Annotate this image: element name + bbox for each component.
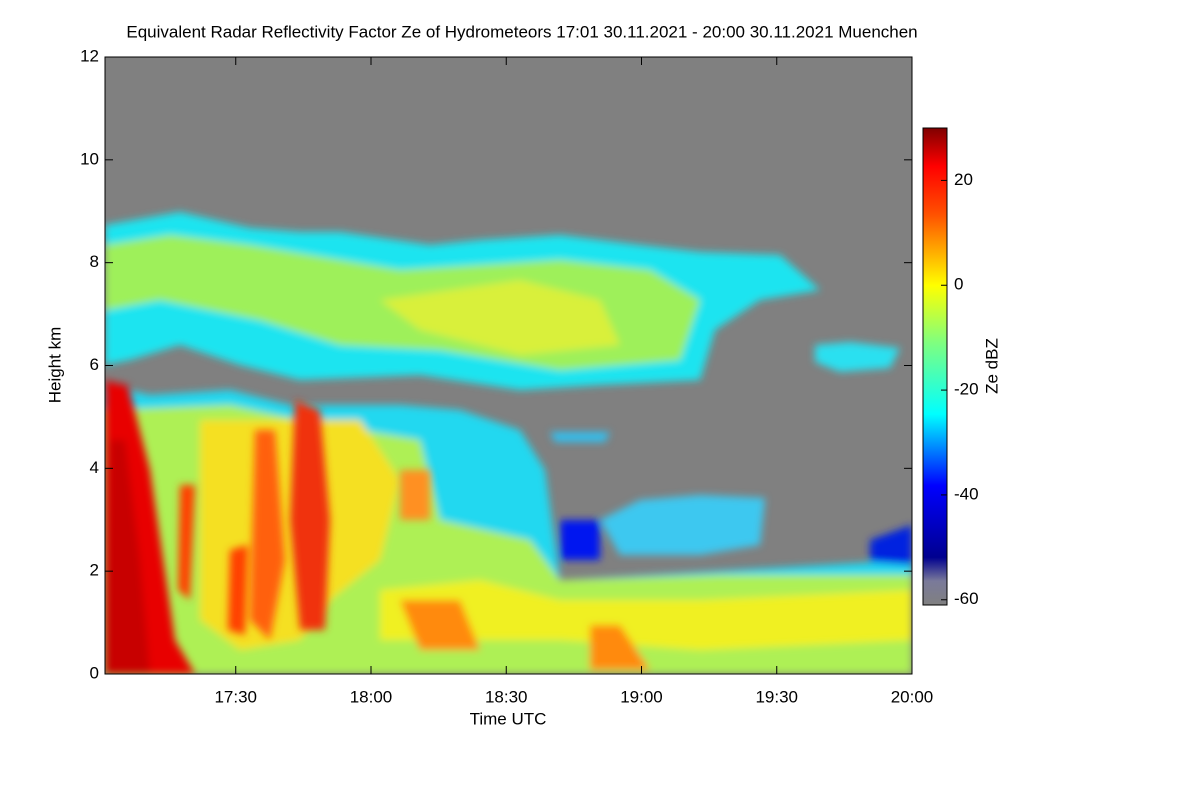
y-tick-label: 4 bbox=[90, 458, 99, 477]
colorbar-tick-label: -60 bbox=[954, 589, 979, 608]
x-axis-label: Time UTC bbox=[470, 709, 547, 728]
colorbar bbox=[922, 127, 948, 606]
chart-title: Equivalent Radar Reflectivity Factor Ze … bbox=[126, 22, 917, 41]
x-tick-label: 19:30 bbox=[755, 687, 798, 706]
x-tick-label: 17:30 bbox=[214, 687, 257, 706]
x-tick-label: 19:00 bbox=[620, 687, 663, 706]
y-tick-label: 12 bbox=[80, 46, 99, 65]
y-tick-label: 2 bbox=[90, 561, 99, 580]
y-tick-label: 8 bbox=[90, 252, 99, 271]
y-axis-label: Height km bbox=[45, 327, 64, 404]
colorbar-tick-label: -40 bbox=[954, 484, 979, 503]
y-tick-label: 6 bbox=[90, 355, 99, 374]
y-tick-label: 10 bbox=[80, 149, 99, 168]
x-tick-label: 18:00 bbox=[350, 687, 393, 706]
colorbar-tick-label: -20 bbox=[954, 380, 979, 399]
field bbox=[105, 57, 912, 674]
y-tick-label: 0 bbox=[90, 663, 99, 682]
x-tick-label: 20:00 bbox=[891, 687, 934, 706]
colorbar-tick-label: 0 bbox=[954, 275, 963, 294]
x-tick-label: 18:30 bbox=[485, 687, 528, 706]
colorbar-label: Ze dBZ bbox=[982, 338, 1001, 394]
colorbar-tick-label: 20 bbox=[954, 170, 973, 189]
